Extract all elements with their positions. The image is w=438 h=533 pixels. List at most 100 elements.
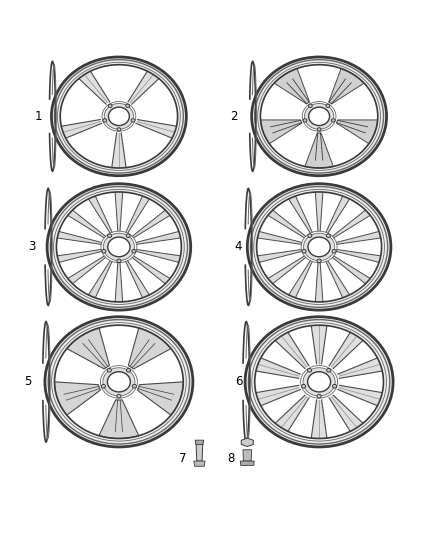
Polygon shape xyxy=(51,57,186,176)
Polygon shape xyxy=(61,119,102,138)
Polygon shape xyxy=(275,332,309,368)
Ellipse shape xyxy=(107,368,111,372)
Polygon shape xyxy=(332,210,370,238)
Text: 3: 3 xyxy=(28,240,35,253)
Polygon shape xyxy=(138,382,183,415)
Ellipse shape xyxy=(303,368,335,396)
Polygon shape xyxy=(332,256,370,284)
Ellipse shape xyxy=(332,384,337,388)
Text: 6: 6 xyxy=(235,375,242,389)
Polygon shape xyxy=(315,192,323,231)
Polygon shape xyxy=(256,358,300,378)
Ellipse shape xyxy=(117,128,121,131)
Polygon shape xyxy=(268,210,306,238)
Polygon shape xyxy=(196,441,203,461)
Polygon shape xyxy=(47,184,191,310)
Text: 8: 8 xyxy=(227,453,234,465)
Ellipse shape xyxy=(108,104,112,108)
Polygon shape xyxy=(311,400,327,439)
Ellipse shape xyxy=(308,234,312,237)
Ellipse shape xyxy=(317,394,321,398)
Polygon shape xyxy=(336,120,378,144)
Polygon shape xyxy=(128,328,171,369)
Ellipse shape xyxy=(126,234,130,237)
Polygon shape xyxy=(329,332,363,368)
Ellipse shape xyxy=(103,119,107,122)
Ellipse shape xyxy=(107,372,131,392)
Polygon shape xyxy=(68,256,106,284)
Ellipse shape xyxy=(302,249,306,253)
Ellipse shape xyxy=(103,368,135,396)
Polygon shape xyxy=(194,461,205,466)
Polygon shape xyxy=(126,196,149,233)
Ellipse shape xyxy=(304,103,334,129)
Polygon shape xyxy=(57,249,102,262)
Polygon shape xyxy=(88,261,112,298)
Polygon shape xyxy=(245,317,393,447)
Text: 2: 2 xyxy=(230,110,238,123)
Text: 5: 5 xyxy=(24,375,31,389)
Polygon shape xyxy=(241,438,253,447)
Text: 1: 1 xyxy=(35,110,42,123)
Polygon shape xyxy=(88,196,112,233)
Polygon shape xyxy=(338,358,382,378)
Polygon shape xyxy=(326,261,350,298)
Polygon shape xyxy=(136,231,180,244)
Polygon shape xyxy=(136,119,177,138)
Polygon shape xyxy=(247,184,391,310)
Ellipse shape xyxy=(327,368,331,372)
Ellipse shape xyxy=(304,233,335,261)
Polygon shape xyxy=(126,261,149,298)
Ellipse shape xyxy=(332,249,336,253)
Ellipse shape xyxy=(307,368,311,372)
Polygon shape xyxy=(256,385,300,406)
Ellipse shape xyxy=(317,128,321,131)
Polygon shape xyxy=(136,249,180,262)
Polygon shape xyxy=(79,71,110,104)
Ellipse shape xyxy=(102,249,106,253)
Polygon shape xyxy=(115,263,123,302)
Polygon shape xyxy=(252,57,387,176)
Ellipse shape xyxy=(117,259,121,263)
Ellipse shape xyxy=(303,119,307,122)
Ellipse shape xyxy=(326,234,330,237)
Ellipse shape xyxy=(307,372,331,392)
Ellipse shape xyxy=(104,103,134,129)
Polygon shape xyxy=(338,385,382,406)
Ellipse shape xyxy=(117,394,121,398)
Ellipse shape xyxy=(101,384,106,388)
Polygon shape xyxy=(261,120,302,144)
Polygon shape xyxy=(275,395,309,431)
Polygon shape xyxy=(305,133,333,168)
Polygon shape xyxy=(311,325,327,364)
Polygon shape xyxy=(258,249,302,262)
Polygon shape xyxy=(274,68,310,104)
Ellipse shape xyxy=(103,233,134,261)
Polygon shape xyxy=(243,450,252,461)
Ellipse shape xyxy=(108,234,112,237)
Polygon shape xyxy=(68,210,106,238)
Polygon shape xyxy=(240,461,254,465)
Text: 7: 7 xyxy=(179,453,187,465)
Ellipse shape xyxy=(309,107,329,126)
Polygon shape xyxy=(115,192,123,231)
Polygon shape xyxy=(315,263,323,302)
Ellipse shape xyxy=(301,384,306,388)
Polygon shape xyxy=(268,256,306,284)
Ellipse shape xyxy=(109,107,129,126)
Ellipse shape xyxy=(317,259,321,263)
Polygon shape xyxy=(328,68,364,104)
Polygon shape xyxy=(132,210,170,238)
Polygon shape xyxy=(258,231,302,244)
Ellipse shape xyxy=(126,104,130,108)
Ellipse shape xyxy=(108,237,130,257)
Polygon shape xyxy=(289,196,312,233)
Polygon shape xyxy=(329,395,363,431)
Polygon shape xyxy=(132,256,170,284)
Polygon shape xyxy=(336,249,381,262)
Ellipse shape xyxy=(331,119,335,122)
Ellipse shape xyxy=(326,104,330,108)
Polygon shape xyxy=(112,133,126,168)
Polygon shape xyxy=(45,317,193,447)
Ellipse shape xyxy=(308,237,330,257)
